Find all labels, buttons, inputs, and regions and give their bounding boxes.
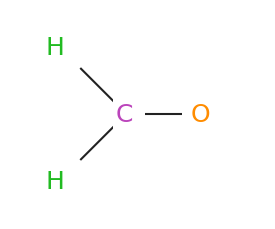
Text: C: C — [115, 103, 133, 126]
Text: H: H — [45, 35, 64, 59]
Text: O: O — [191, 103, 210, 126]
Text: H: H — [45, 170, 64, 194]
